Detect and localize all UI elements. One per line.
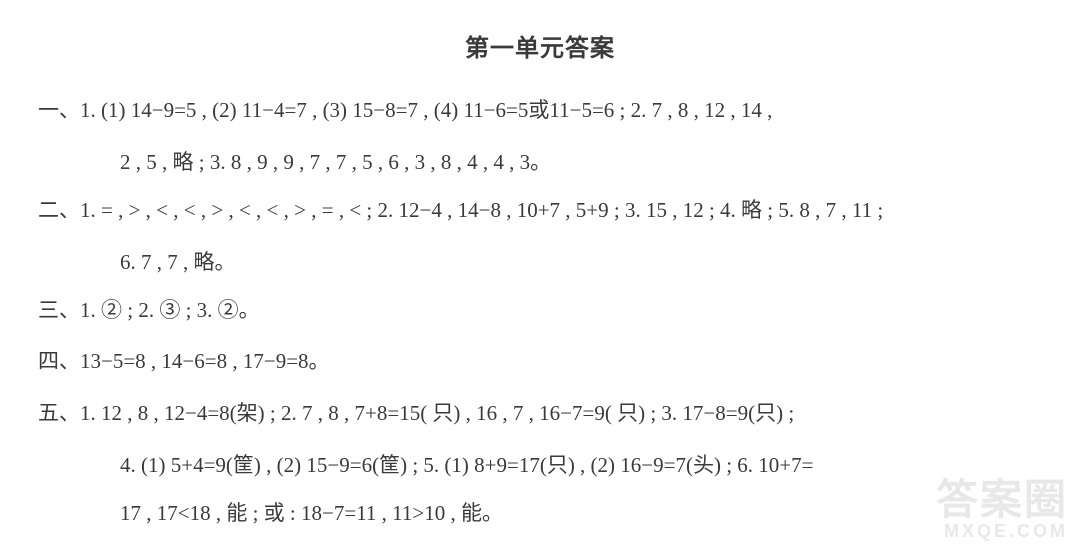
section-four: 四、13−5=8 , 14−6=8 , 17−9=8。 — [38, 338, 1042, 386]
section-two-label: 二、 — [38, 198, 80, 222]
section-three-line1: 1. ② ; 2. ③ ; 3. ②。 — [80, 298, 260, 322]
section-one-line2: 2 , 5 , 略 ; 3. 8 , 9 , 9 , 7 , 7 , 5 , 6… — [38, 139, 1042, 187]
section-two-line2: 6. 7 , 7 , 略。 — [38, 239, 1042, 287]
section-five: 五、1. 12 , 8 , 12−4=8(架) ; 2. 7 , 8 , 7+8… — [38, 390, 1042, 438]
section-three: 三、1. ② ; 2. ③ ; 3. ②。 — [38, 287, 1042, 335]
section-one-line1: 1. (1) 14−9=5 , (2) 11−4=7 , (3) 15−8=7 … — [80, 98, 772, 122]
section-five-line2: 4. (1) 5+4=9(筐) , (2) 15−9=6(筐) ; 5. (1)… — [38, 442, 1042, 490]
section-one: 一、1. (1) 14−9=5 , (2) 11−4=7 , (3) 15−8=… — [38, 87, 1042, 135]
section-three-label: 三、 — [38, 298, 80, 322]
section-four-line1: 13−5=8 , 14−6=8 , 17−9=8。 — [80, 349, 330, 373]
page-title: 第一单元答案 — [38, 28, 1042, 63]
section-five-line1: 1. 12 , 8 , 12−4=8(架) ; 2. 7 , 8 , 7+8=1… — [80, 401, 794, 425]
section-two-line1: 1. = , > , < , < , > , < , < , > , = , <… — [80, 198, 883, 222]
section-five-label: 五、 — [38, 401, 80, 425]
section-five-line3: 17 , 17<18 , 能 ; 或 : 18−7=11 , 11>10 , 能… — [38, 490, 1042, 538]
section-two: 二、1. = , > , < , < , > , < , < , > , = ,… — [38, 187, 1042, 235]
section-one-label: 一、 — [38, 98, 80, 122]
section-four-label: 四、 — [38, 349, 80, 373]
